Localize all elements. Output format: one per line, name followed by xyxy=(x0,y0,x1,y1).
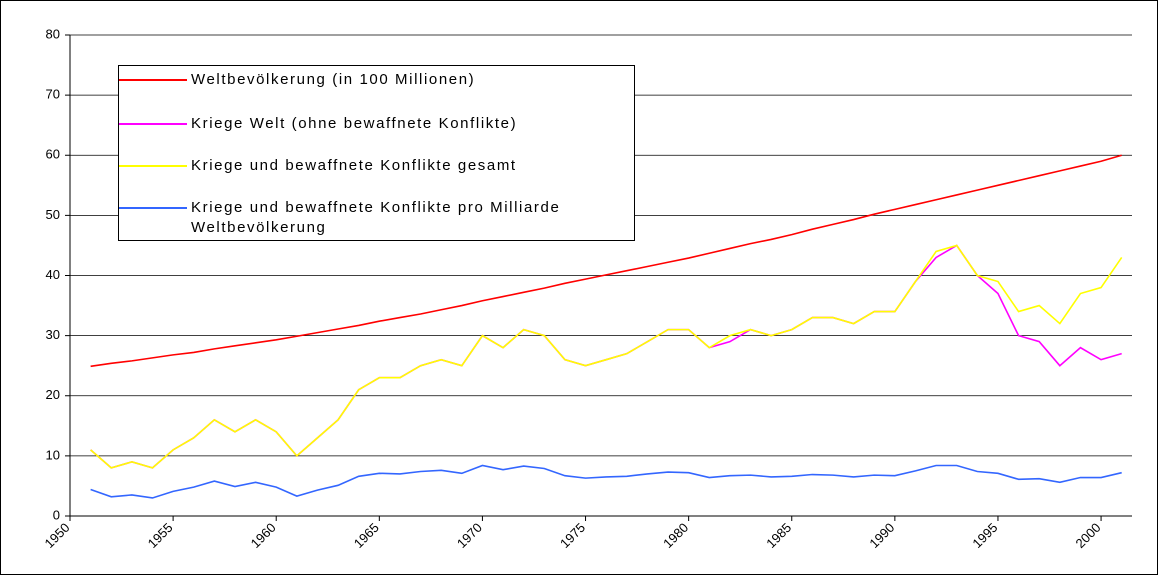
legend-label: Kriege Welt (ohne bewaffnete Konflikte) xyxy=(191,115,518,132)
legend: Weltbevölkerung (in 100 Millionen) Kriege… xyxy=(118,65,635,241)
legend-label: Weltbevölkerung (in 100 Millionen) xyxy=(191,71,476,88)
series-line xyxy=(90,154,1122,368)
y-tick-label: 10 xyxy=(46,447,60,462)
legend-label: Kriege und bewaffnete Konflikte pro Mill… xyxy=(191,199,561,236)
legend-entry: Kriege und bewaffnete Konflikte pro Mill… xyxy=(119,198,611,238)
legend-swatch xyxy=(119,79,187,81)
y-tick-label: 50 xyxy=(46,207,60,222)
y-tick-label: 20 xyxy=(46,387,60,402)
legend-swatch xyxy=(119,165,187,167)
legend-swatch xyxy=(119,207,187,209)
y-tick-label: 40 xyxy=(46,267,60,282)
y-tick-label: 60 xyxy=(46,147,60,162)
legend-swatch xyxy=(119,123,187,125)
legend-entry: Weltbevölkerung (in 100 Millionen) xyxy=(119,70,611,90)
legend-entry: Kriege und bewaffnete Konflikte gesamt xyxy=(119,156,611,176)
y-tick-label: 30 xyxy=(46,327,60,342)
y-tick-label: 0 xyxy=(53,507,60,522)
legend-label: Kriege und bewaffnete Konflikte gesamt xyxy=(191,157,517,174)
y-tick-label: 80 xyxy=(46,26,60,41)
series-line xyxy=(90,464,1122,499)
y-tick-label: 70 xyxy=(46,87,60,102)
series-line xyxy=(90,244,1123,469)
legend-entry: Kriege Welt (ohne bewaffnete Konflikte) xyxy=(119,114,611,134)
